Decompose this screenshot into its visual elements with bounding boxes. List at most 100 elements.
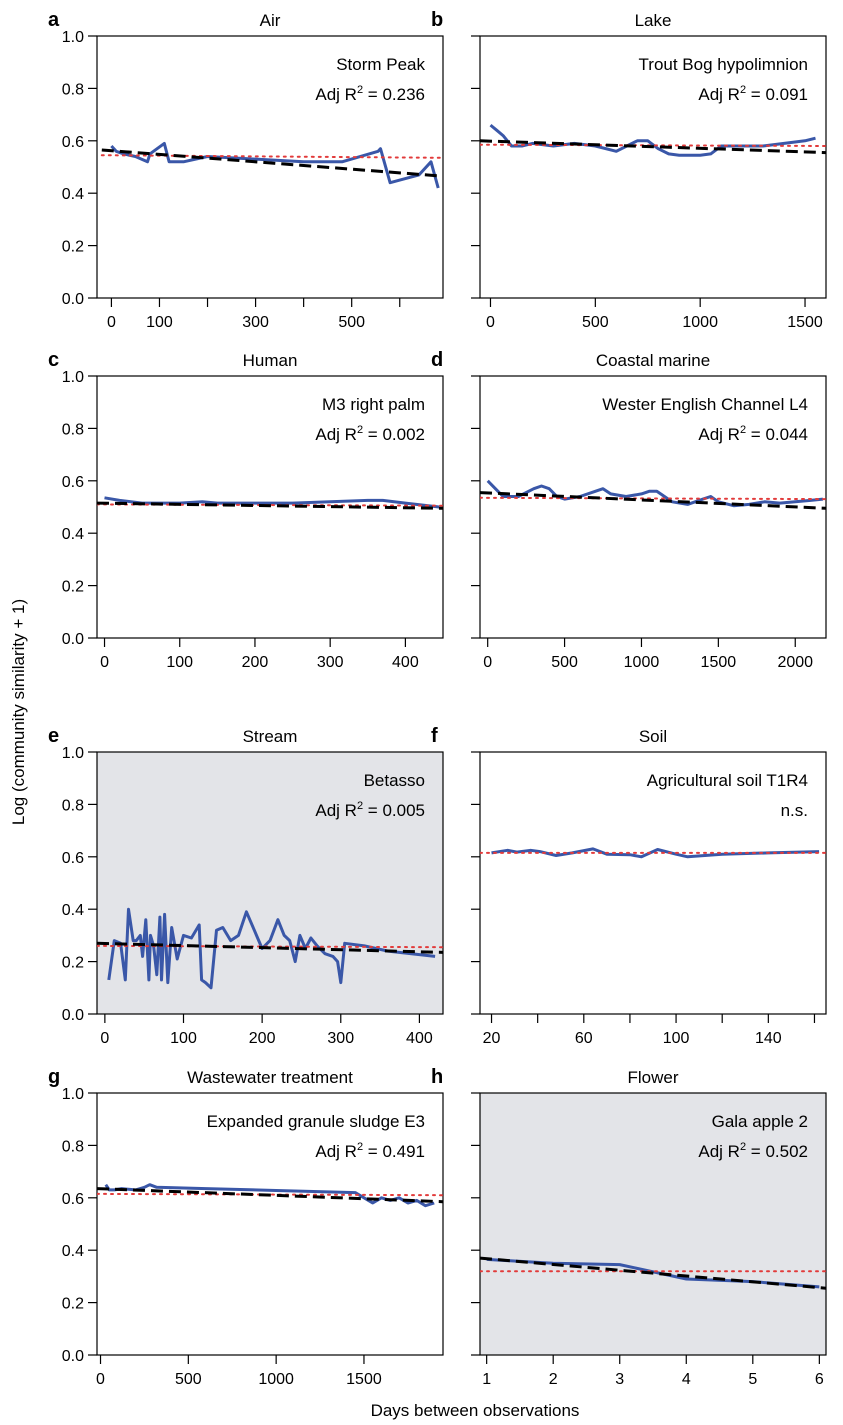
fit-series-line xyxy=(97,501,443,510)
site-label: Betasso xyxy=(364,771,425,790)
y-tick-label: 0.4 xyxy=(62,902,84,919)
x-tick-label: 500 xyxy=(338,314,365,331)
x-tick-label: 0 xyxy=(483,654,492,671)
stat-label: Adj R2 = 0.491 xyxy=(315,1141,425,1161)
panel-d: 0 500 1000 1500 2000 d Coastal marine Wester En… xyxy=(431,349,827,671)
y-tick-label: 0.8 xyxy=(62,421,84,438)
x-tick-label: 0 xyxy=(486,314,495,331)
null-series-line xyxy=(480,496,826,501)
null-series-line xyxy=(480,143,826,147)
x-tick-label: 4 xyxy=(682,1371,691,1388)
null-series-line xyxy=(97,1192,443,1197)
y-tick-label: 1.0 xyxy=(62,1086,84,1103)
x-tick-label: 1500 xyxy=(787,314,823,331)
x-tick-label: 0 xyxy=(96,1371,105,1388)
stat-label: Adj R2 = 0.005 xyxy=(315,800,425,820)
x-tick-label: 0 xyxy=(100,1030,109,1047)
x-tick-label: 140 xyxy=(755,1030,782,1047)
panel-a: 0.0 0.2 0.4 0.6 0.8 1.0 0 100 300 500 a Air Storm Pe… xyxy=(48,9,444,331)
y-tick-label: 0.2 xyxy=(62,1296,84,1313)
x-tick-label: 400 xyxy=(406,1030,433,1047)
plot-area xyxy=(96,1092,444,1356)
x-tick-label: 1000 xyxy=(624,654,660,671)
x-tick-label: 1500 xyxy=(346,1371,382,1388)
x-tick-label: 1500 xyxy=(701,654,737,671)
panel-letter: b xyxy=(431,9,443,31)
site-label: Trout Bog hypolimnion xyxy=(639,55,808,74)
panel-e: 0.0 0.2 0.4 0.6 0.8 1.0 0 100 200 300 400 e Stream Be… xyxy=(48,725,444,1047)
x-tick-label: 1 xyxy=(482,1371,491,1388)
panel-letter: g xyxy=(48,1066,60,1088)
panel-title: Air xyxy=(260,11,281,30)
plot-area xyxy=(96,35,444,299)
panel-title: Soil xyxy=(639,727,667,746)
x-tick-label: 0 xyxy=(107,314,116,331)
y-tick-label: 0.2 xyxy=(62,579,84,596)
stat-label: Adj R2 = 0.044 xyxy=(698,424,808,444)
y-tick-label: 0.8 xyxy=(62,1138,84,1155)
x-axis-label: Days between observations xyxy=(371,1401,580,1420)
y-tick-label: 0.2 xyxy=(62,955,84,972)
y-tick-label: 0.6 xyxy=(62,134,84,151)
x-tick-label: 1000 xyxy=(682,314,718,331)
site-label: Agricultural soil T1R4 xyxy=(647,771,808,790)
panel-c: 0.0 0.2 0.4 0.6 0.8 1.0 0 100 200 300 400 c Human M3 … xyxy=(48,349,444,671)
fit-series-line xyxy=(480,1256,826,1290)
panel-letter: e xyxy=(48,725,59,747)
x-tick-label: 100 xyxy=(166,654,193,671)
x-tick-label: 400 xyxy=(392,654,419,671)
y-tick-label: 0.6 xyxy=(62,1191,84,1208)
panel-f: 20 60 100 140 f Soil Agricultural soil T1R4 n.s… xyxy=(431,725,827,1047)
y-tick-label: 1.0 xyxy=(62,745,84,762)
y-tick-label: 0.4 xyxy=(62,1243,84,1260)
panel-letter: d xyxy=(431,349,443,371)
fit-series-line xyxy=(97,1187,443,1204)
y-tick-label: 0.6 xyxy=(62,474,84,491)
y-tick-label: 1.0 xyxy=(62,369,84,386)
stat-label: Adj R2 = 0.236 xyxy=(315,84,425,104)
panel-letter: f xyxy=(431,725,438,747)
panel-title: Flower xyxy=(627,1068,678,1087)
plot-area xyxy=(479,751,827,1015)
panel-letter: a xyxy=(48,9,60,31)
x-tick-label: 500 xyxy=(551,654,578,671)
site-label: Expanded granule sludge E3 xyxy=(207,1112,425,1131)
fit-series-line xyxy=(101,148,443,178)
y-tick-label: 0.4 xyxy=(62,186,84,203)
observed-series-line xyxy=(110,141,440,189)
x-tick-label: 500 xyxy=(175,1371,202,1388)
panel-title: Coastal marine xyxy=(596,351,710,370)
x-tick-label: 100 xyxy=(663,1030,690,1047)
y-tick-label: 0.8 xyxy=(62,81,84,98)
x-tick-label: 100 xyxy=(170,1030,197,1047)
stat-label: Adj R2 = 0.002 xyxy=(315,424,425,444)
panel-h: 1 2 3 4 5 6 h Flower Gala apple 2 Adj R2 = 0.502 xyxy=(431,1066,827,1388)
panel-g: 0.0 0.2 0.4 0.6 0.8 1.0 0 500 1000 1500 g Wastewate… xyxy=(48,1066,444,1388)
site-label: M3 right palm xyxy=(322,395,425,414)
observed-series-line xyxy=(491,847,820,859)
y-tick-label: 0.4 xyxy=(62,526,84,543)
site-label: Gala apple 2 xyxy=(712,1112,808,1131)
x-tick-label: 200 xyxy=(242,654,269,671)
plot-area xyxy=(479,35,827,299)
stat-label: n.s. xyxy=(781,801,808,820)
stat-label: Adj R2 = 0.091 xyxy=(698,84,808,104)
x-tick-label: 300 xyxy=(327,1030,354,1047)
fit-series-line xyxy=(480,139,826,155)
y-tick-label: 0.6 xyxy=(62,850,84,867)
y-axis-label: Log (community similarity + 1) xyxy=(9,599,28,825)
stat-label: Adj R2 = 0.502 xyxy=(698,1141,808,1161)
y-tick-label: 1.0 xyxy=(62,29,84,46)
x-tick-label: 60 xyxy=(575,1030,593,1047)
panel-letter: h xyxy=(431,1066,443,1088)
x-tick-label: 5 xyxy=(748,1371,757,1388)
x-tick-label: 300 xyxy=(317,654,344,671)
plot-area xyxy=(96,751,444,1015)
y-tick-label: 0.0 xyxy=(62,1007,84,1024)
x-tick-label: 1000 xyxy=(258,1371,294,1388)
x-tick-label: 0 xyxy=(100,654,109,671)
fit-series-line xyxy=(480,491,826,510)
x-tick-label: 2 xyxy=(549,1371,558,1388)
x-tick-label: 6 xyxy=(815,1371,824,1388)
